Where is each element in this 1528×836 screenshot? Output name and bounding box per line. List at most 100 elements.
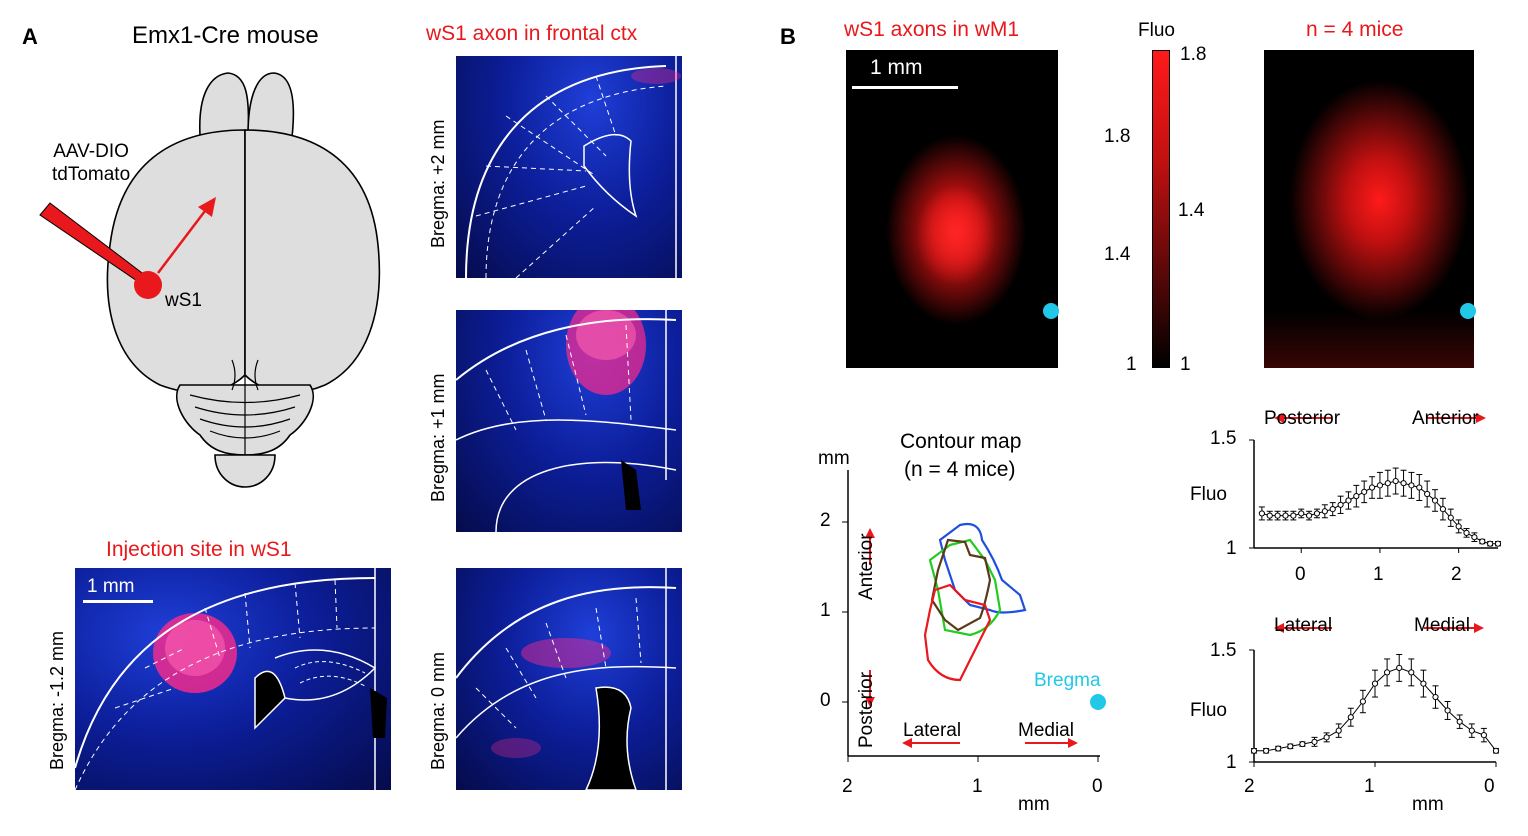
coronal-section-0 [456,568,682,790]
scale-bar-label: 1 mm [87,576,135,597]
profile1-data-point [1376,482,1384,489]
profile1-data-point [1266,512,1273,519]
contour-ylabel: mm [818,448,850,469]
bregma-label: Bregma [1034,670,1101,691]
profile2-data-point [1396,664,1403,672]
medial-arrow-icon [1068,738,1078,748]
profile1-data-point [1447,514,1454,521]
profile1-dir-left: Posterior [1264,408,1341,429]
profile1-ylabel: Fluo [1190,484,1227,505]
profile1-data-point [1290,512,1297,519]
profile1-xtick-0: 0 [1295,564,1306,585]
profile2-data-point [1359,698,1366,705]
profile1-data-point [1471,534,1478,541]
profile2-data-point [1408,669,1415,676]
colorbar-tick-3: 1.4 [1104,244,1131,265]
profile2-data-point [1347,714,1354,721]
right-hemisphere [244,129,381,394]
colorbar-title: Fluo [1138,20,1175,41]
profile1-data-point [1431,497,1439,504]
colorbar-tick-1: 1.8 [1104,126,1131,147]
profile1-data-point [1321,508,1328,515]
profile2-right-arrow-icon [1474,623,1484,633]
profile1-data-point [1313,510,1321,517]
profile1-xtick-2: 2 [1451,564,1462,585]
profile2-ytick-min: 1 [1226,752,1237,773]
contour-plot [842,470,1106,762]
olfactory-bulb-left [199,72,250,136]
profile1-xtick-1: 1 [1373,564,1384,585]
coronal-section-plus2 [456,56,682,278]
contour-xtick-1: 1 [972,776,983,797]
contour-xtick-2: 2 [842,776,853,797]
profile2-data-point [1299,740,1306,748]
heatmap-individual: 1 mm [846,50,1058,368]
profile2-ylabel: Fluo [1190,700,1227,721]
profile1-left-arrow-icon [1274,413,1284,423]
profile2-data-point [1335,727,1342,734]
profile1-data-point [1400,480,1407,487]
profile1-data-point [1494,540,1502,547]
contour-xlabel: mm [1018,794,1050,815]
contour-title-2: (n = 4 mice) [904,458,1016,481]
profile2-data-point [1468,727,1475,734]
profile1-data-point [1439,506,1447,513]
injection-site-section: 1 mm [75,568,391,790]
contour-posterior-label: Posterior [856,671,877,748]
colorbar-tick-2: 1.4 [1178,200,1205,221]
profile2-data-point [1480,732,1487,739]
label-bregma-plus1: Bregma: +1 mm [428,373,448,502]
injection-site-dot [134,271,162,299]
contour-ytick-1: 1 [820,600,831,621]
profile2-xtick-1: 1 [1364,776,1375,797]
mouse-brain-diagram [39,72,381,488]
profile1-data-point [1408,482,1415,489]
profile1-ytick-min: 1 [1226,538,1237,559]
label-bregma-minus12: Bregma: -1.2 mm [47,630,67,770]
profile2-dir-right: Medial [1414,615,1470,636]
profile2-ytick-max: 1.5 [1210,640,1237,661]
bregma-marker-2 [1460,303,1476,319]
profile1-data-point [1329,506,1336,513]
contour-anterior-label: Anterior [856,533,877,600]
contour-lateral-label: Lateral [903,720,962,741]
profile1-data-point [1463,529,1470,536]
profile1-data-point [1298,510,1305,517]
virus-line2: tdTomato [52,164,131,185]
profile2-data-point [1420,680,1427,687]
profile1-data-point [1345,497,1352,504]
profile1-data-point [1416,484,1423,491]
posterior-arrow-icon [865,697,875,707]
frontal-ctx-title: wS1 axon in frontal ctx [426,22,638,45]
colorbar-right-max: 1.8 [1180,44,1207,65]
contour-ytick-0: 0 [820,690,831,711]
profile2-xtick-0: 0 [1484,776,1495,797]
contour-medial-label: Medial [1018,720,1074,741]
contour-blue [938,522,1027,614]
panel-a-title: Emx1-Cre mouse [132,22,319,49]
profile2-data-point [1263,747,1270,754]
heatmap-average [1264,50,1474,368]
contour-red [923,583,992,682]
map1-title: wS1 axons in wM1 [844,18,1020,41]
label-bregma-0: Bregma: 0 mm [428,651,448,770]
profile2-data-point [1250,747,1258,754]
colorbar-right-min: 1 [1180,354,1191,375]
profile2-data-point [1444,707,1451,714]
map2-title: n = 4 mice [1306,18,1404,41]
profile1-data-point [1258,510,1265,517]
injection-area-label: wS1 [165,290,202,311]
profile1-data-point [1305,512,1313,519]
brainstem [214,454,276,488]
profile1-data-point [1368,484,1376,491]
colorbar-tick-4: 1 [1126,354,1137,375]
bregma-origin-dot [1090,694,1106,710]
profile2-data-point [1384,669,1391,676]
scale-bar [83,600,153,603]
label-bregma-plus2: Bregma: +2 mm [428,119,448,248]
profile-anterior-posterior [1249,413,1502,553]
profile1-ytick-max: 1.5 [1210,428,1237,449]
colorbar [1152,50,1170,368]
profile1-data-point [1487,540,1494,547]
profile1-right-arrow-icon [1476,413,1486,423]
